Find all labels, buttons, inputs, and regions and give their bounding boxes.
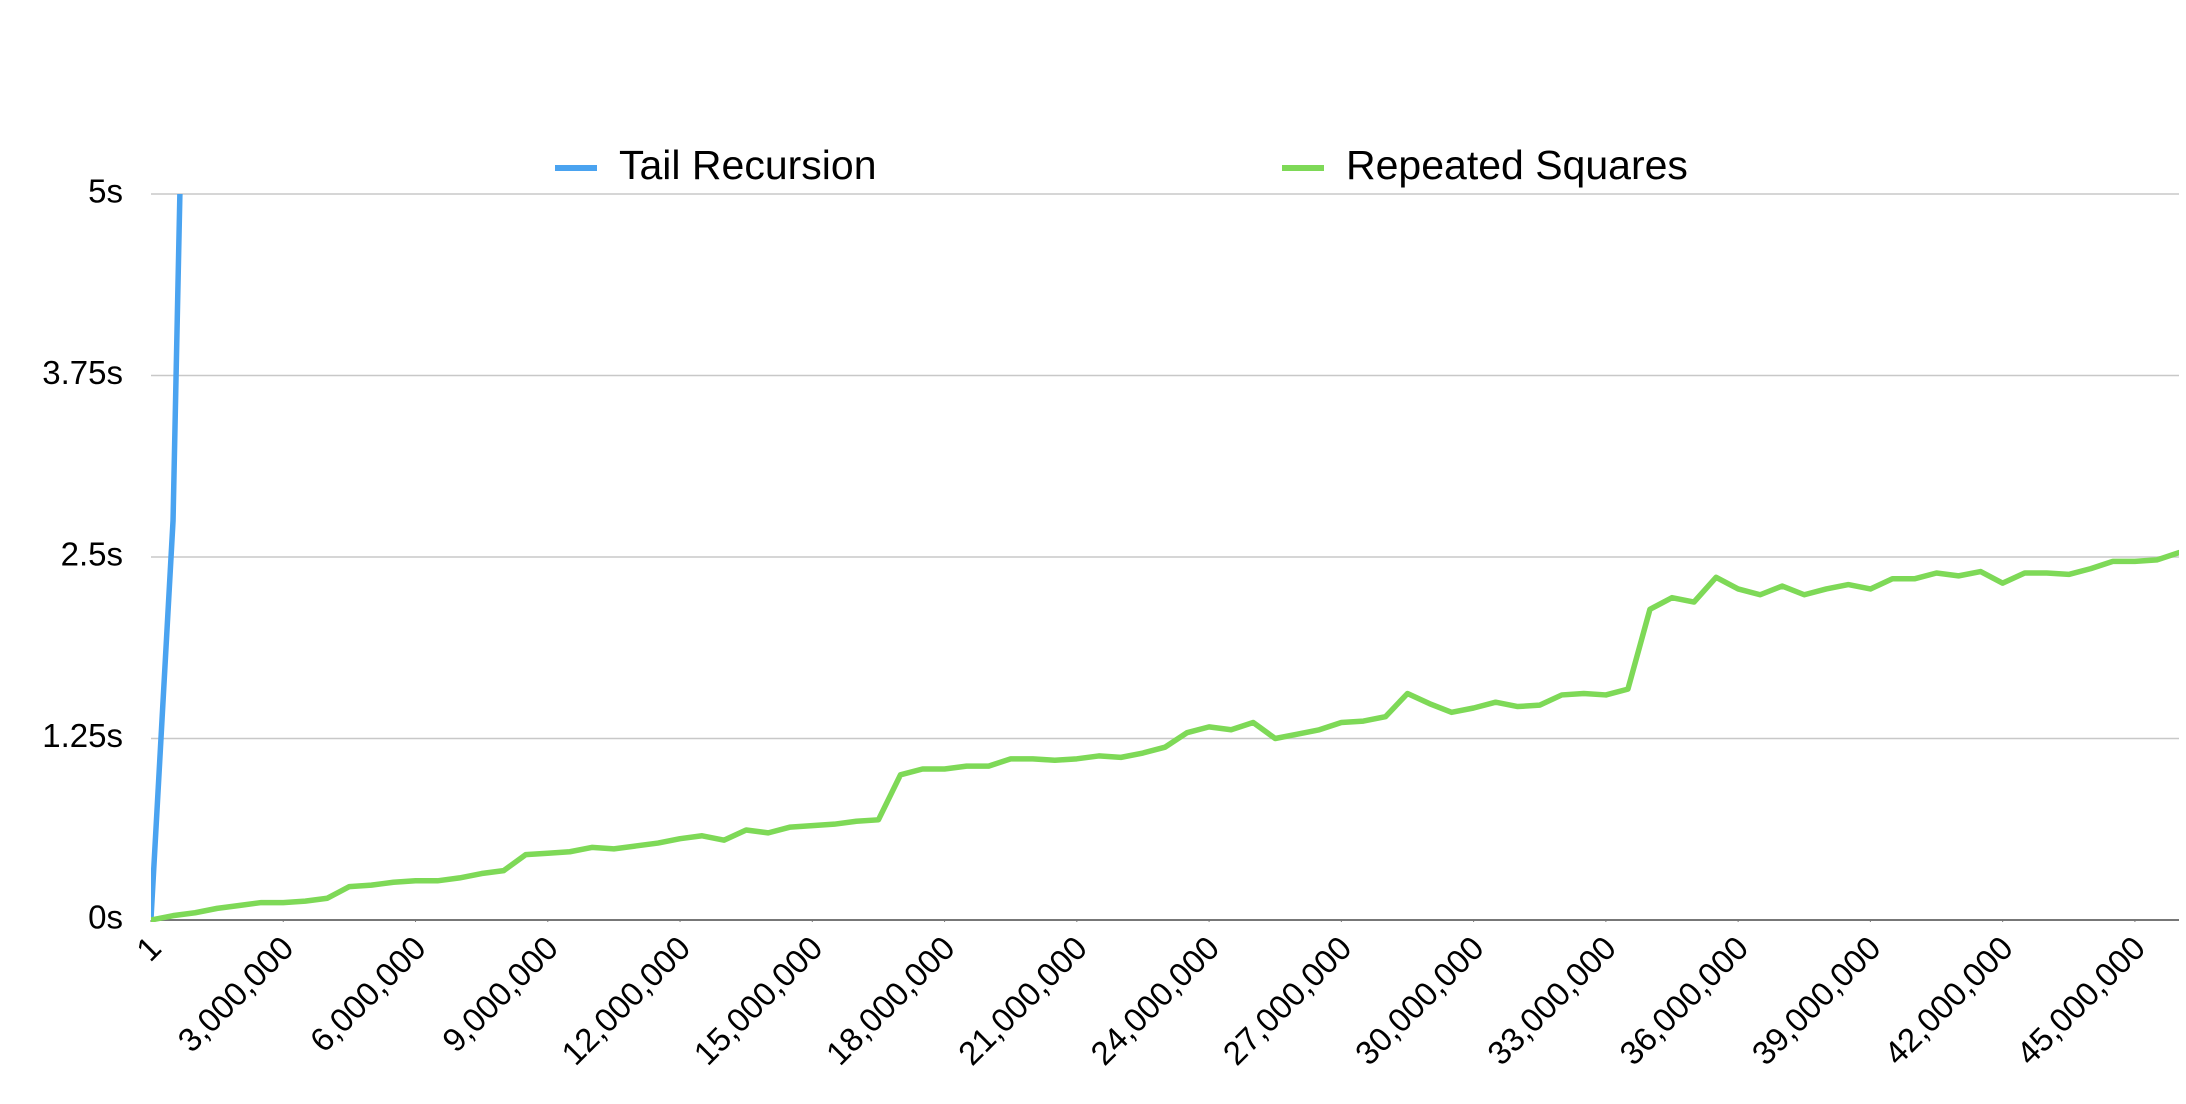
x-tick-label: 42,000,000 (1877, 929, 2020, 1072)
x-tick-label: 12,000,000 (554, 929, 697, 1072)
x-tick-label: 30,000,000 (1348, 929, 1491, 1072)
series-line (151, 549, 2179, 922)
x-tick-label: 9,000,000 (435, 929, 565, 1059)
x-tick-label: 15,000,000 (686, 929, 829, 1072)
y-tick-label: 0s (88, 899, 123, 936)
x-tick-label: 33,000,000 (1480, 929, 1623, 1072)
x-tick-label: 1 (129, 929, 168, 968)
legend-label: Repeated Squares (1346, 142, 1688, 188)
y-tick-label: 1.25s (42, 717, 123, 754)
x-tick-label: 27,000,000 (1216, 929, 1359, 1072)
y-tick-label: 5s (88, 173, 123, 210)
legend-label: Tail Recursion (619, 142, 877, 188)
series-line (151, 194, 183, 922)
x-tick-label: 24,000,000 (1083, 929, 1226, 1072)
x-tick-label: 6,000,000 (303, 929, 433, 1059)
x-tick-label: 36,000,000 (1612, 929, 1755, 1072)
x-tick-label: 3,000,000 (170, 929, 300, 1059)
y-tick-label: 3.75s (42, 354, 123, 391)
x-tick-label: 18,000,000 (819, 929, 962, 1072)
x-tick-label: 45,000,000 (2009, 929, 2152, 1072)
y-tick-label: 2.5s (61, 536, 123, 573)
x-tick-label: 21,000,000 (951, 929, 1094, 1072)
x-tick-label: 39,000,000 (1745, 929, 1888, 1072)
series (151, 549, 2179, 922)
series (151, 194, 183, 922)
